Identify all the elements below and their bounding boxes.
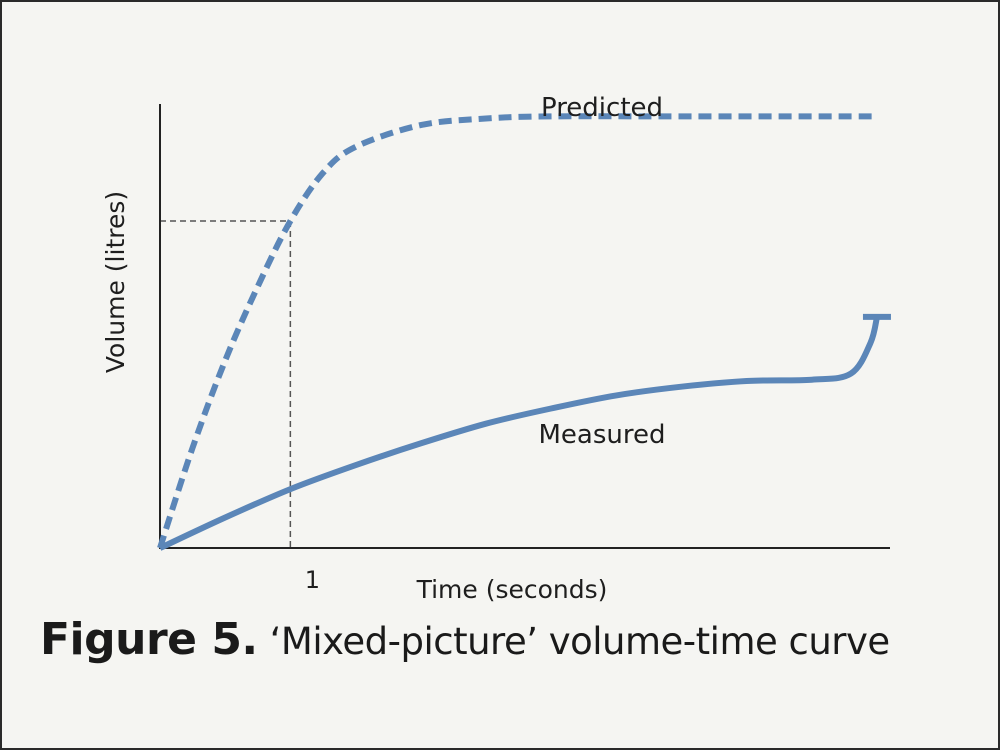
- x-axis-title: Time (seconds): [416, 575, 608, 604]
- series-label-measured: Measured: [538, 420, 665, 450]
- series-label-predicted: Predicted: [541, 93, 663, 123]
- x-tick-label: 1: [305, 566, 320, 594]
- volume-time-chart: 1 Time (seconds) Volume (litres) Predicted M…: [101, 93, 891, 604]
- y-axis-title: Volume (litres): [101, 191, 130, 373]
- series-line-predicted: [157, 113, 877, 549]
- series-line-measured: [158, 316, 880, 551]
- caption-figure-number: Figure 5.: [40, 614, 258, 665]
- caption-description: ‘Mixed-picture’ volume-time curve: [269, 620, 891, 663]
- figure-caption: Figure 5. ‘Mixed-picture’ volume-time cur…: [40, 614, 980, 665]
